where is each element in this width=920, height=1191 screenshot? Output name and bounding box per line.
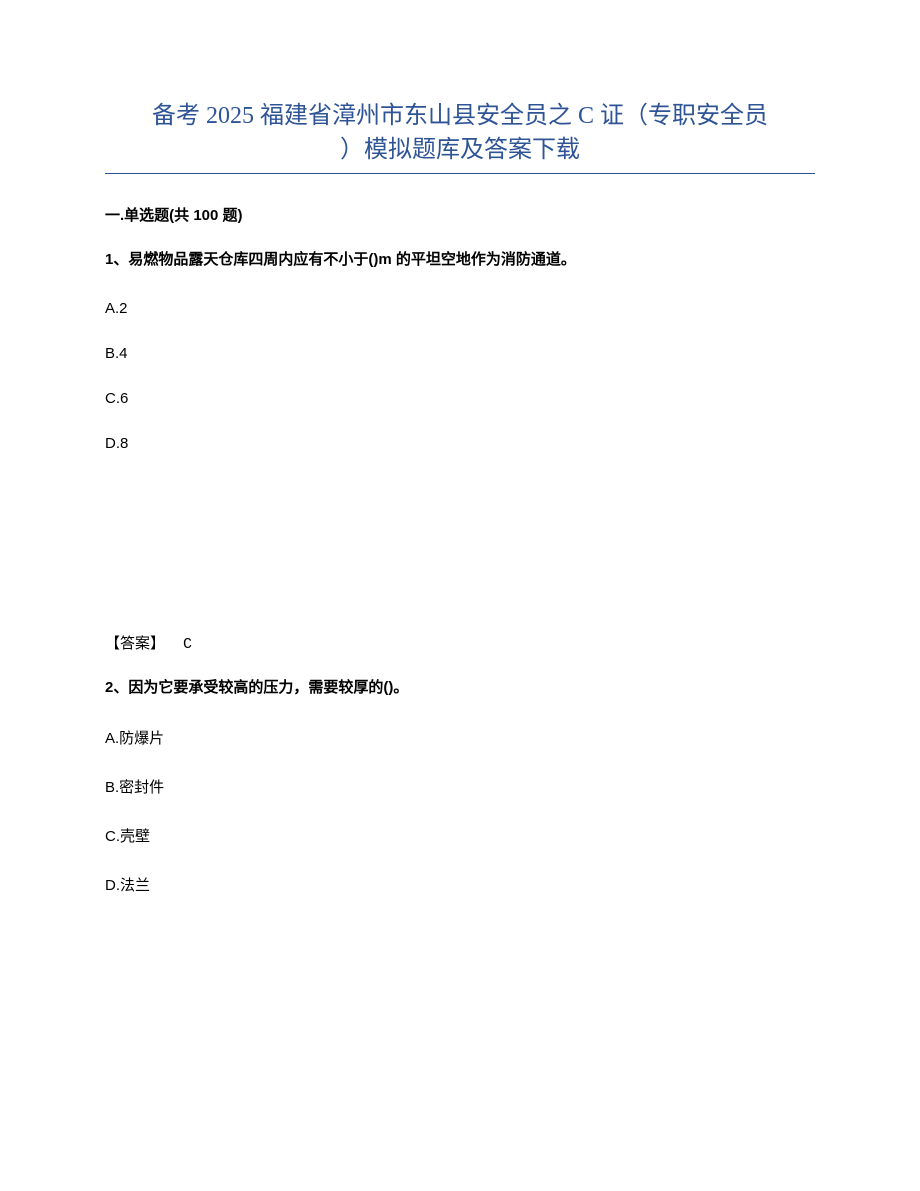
- question-1-option-d: D.8: [105, 435, 815, 452]
- document-title: 备考 2025 福建省漳州市东山县安全员之 C 证（专职安全员 ）模拟题库及答案…: [105, 100, 815, 167]
- title-line-2: ）模拟题库及答案下载: [105, 134, 815, 168]
- answer-label-text: 【答案】: [105, 635, 165, 652]
- question-2-option-b: B.密封件: [105, 776, 815, 797]
- question-2-option-a: A.防爆片: [105, 727, 815, 748]
- answer-value-text: C: [183, 636, 192, 653]
- question-1-answer: 【答案】 C: [105, 632, 815, 653]
- question-1-block: 1、易燃物品露天仓库四周内应有不小于()m 的平坦空地作为消防通道。 A.2 B…: [105, 249, 815, 653]
- question-2-option-d: D.法兰: [105, 874, 815, 895]
- question-2-block: 2、因为它要承受较高的压力，需要较厚的()。 A.防爆片 B.密封件 C.壳壁 …: [105, 677, 815, 896]
- question-2-text: 2、因为它要承受较高的压力，需要较厚的()。: [105, 677, 815, 700]
- question-1-text: 1、易燃物品露天仓库四周内应有不小于()m 的平坦空地作为消防通道。: [105, 249, 815, 272]
- section-header: 一.单选题(共 100 题): [105, 204, 815, 225]
- title-divider: [105, 173, 815, 174]
- question-1-option-a: A.2: [105, 300, 815, 317]
- question-2-option-c: C.壳壁: [105, 825, 815, 846]
- title-line-1: 备考 2025 福建省漳州市东山县安全员之 C 证（专职安全员: [105, 100, 815, 134]
- question-1-option-b: B.4: [105, 345, 815, 362]
- question-1-option-c: C.6: [105, 390, 815, 407]
